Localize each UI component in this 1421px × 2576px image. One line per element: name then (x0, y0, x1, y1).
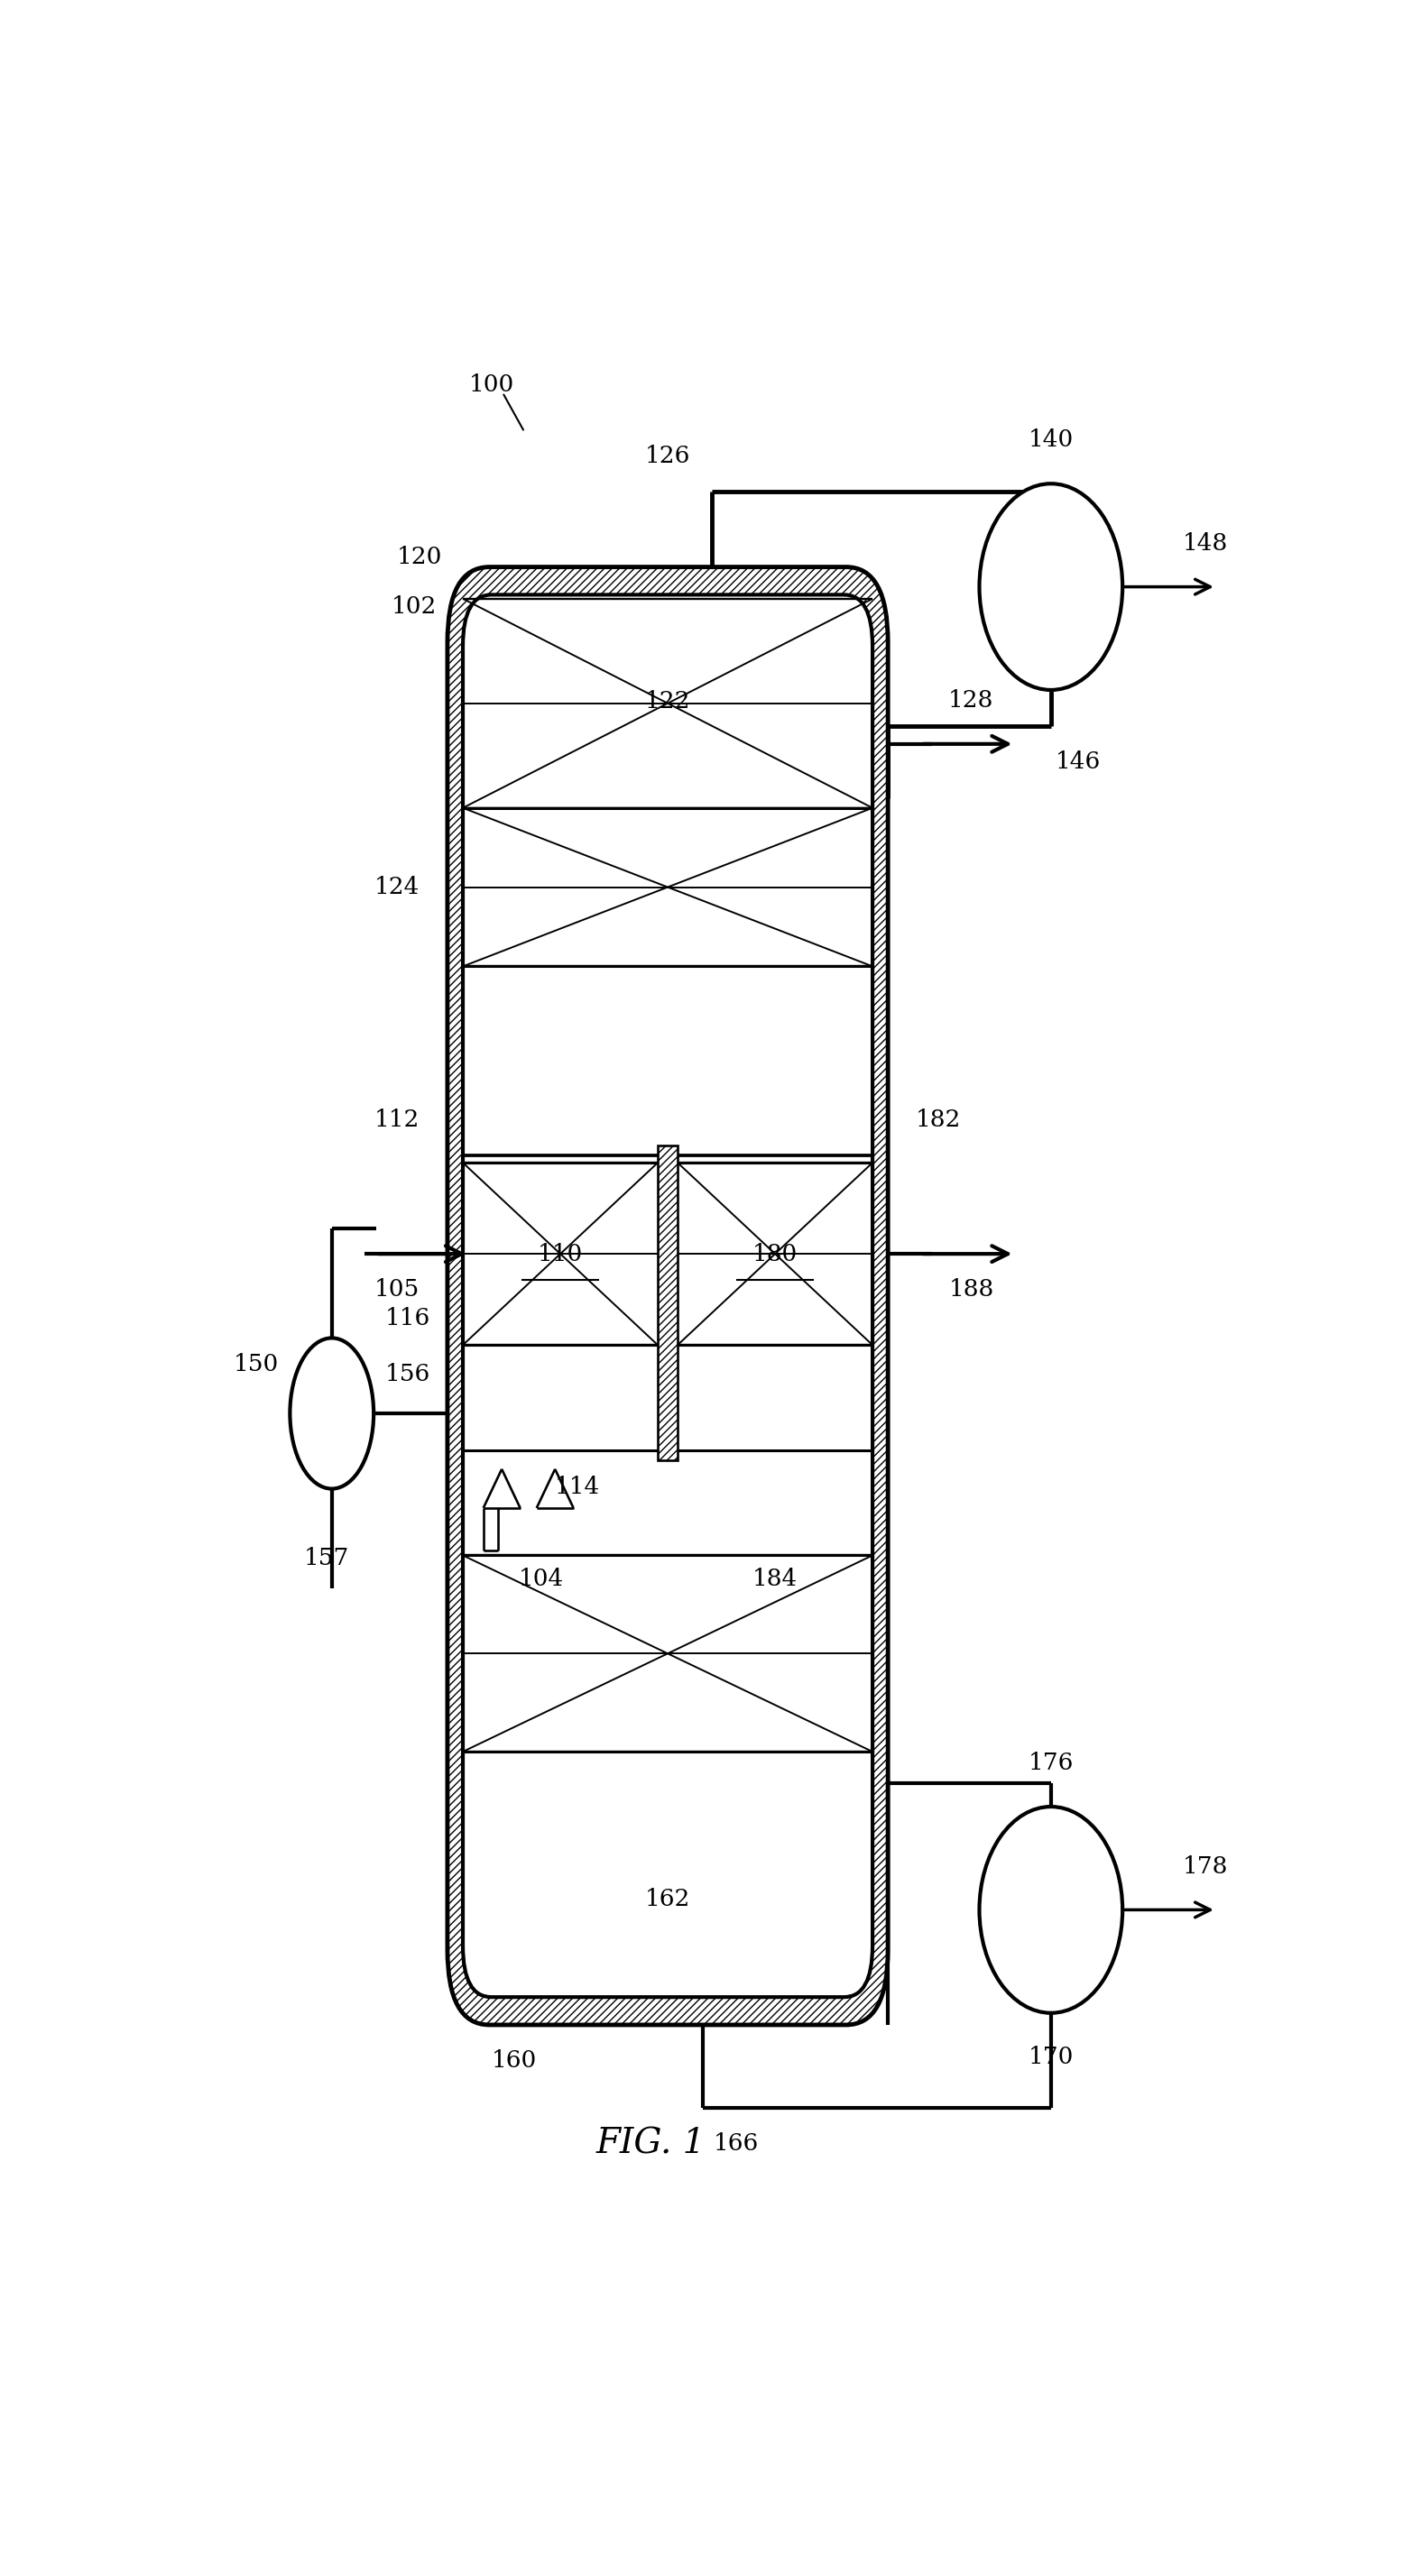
Text: 160: 160 (492, 2050, 537, 2071)
Text: 128: 128 (948, 688, 993, 711)
Ellipse shape (979, 1806, 1123, 2012)
Text: 140: 140 (1029, 428, 1074, 451)
Text: 178: 178 (1182, 1855, 1228, 1878)
Text: 148: 148 (1182, 531, 1228, 554)
Bar (658, 1146, 678, 1461)
Text: 114: 114 (554, 1476, 600, 1499)
Circle shape (290, 1337, 374, 1489)
Text: 188: 188 (949, 1278, 993, 1301)
Text: 166: 166 (713, 2133, 759, 2156)
Text: 156: 156 (385, 1363, 431, 1386)
Text: 112: 112 (375, 1108, 421, 1131)
Text: 126: 126 (645, 446, 691, 466)
Text: 104: 104 (519, 1569, 564, 1589)
Text: 150: 150 (233, 1352, 279, 1376)
Text: 182: 182 (915, 1108, 961, 1131)
FancyBboxPatch shape (448, 567, 888, 2025)
Text: 170: 170 (1029, 2045, 1074, 2069)
Text: FIG. 1: FIG. 1 (597, 2128, 706, 2161)
Text: 100: 100 (469, 374, 514, 397)
Text: 157: 157 (304, 1548, 350, 1569)
Text: 105: 105 (375, 1278, 421, 1301)
Text: 116: 116 (385, 1306, 431, 1329)
Text: 162: 162 (645, 1888, 691, 1911)
Text: 184: 184 (752, 1569, 797, 1589)
Text: 122: 122 (645, 690, 691, 714)
Bar (658, 1146, 678, 1461)
FancyBboxPatch shape (463, 595, 872, 1996)
Text: 110: 110 (537, 1242, 583, 1265)
Ellipse shape (979, 484, 1123, 690)
Text: 120: 120 (398, 546, 442, 569)
Text: 176: 176 (1029, 1752, 1074, 1775)
Text: 124: 124 (375, 876, 421, 899)
Text: 180: 180 (752, 1242, 797, 1265)
Text: 102: 102 (392, 595, 438, 618)
Text: 146: 146 (1056, 750, 1101, 773)
